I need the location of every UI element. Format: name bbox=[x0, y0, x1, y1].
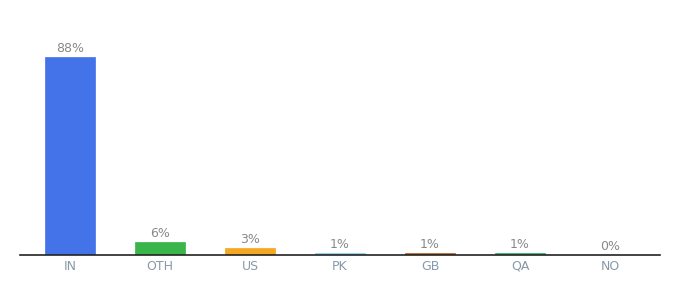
Text: 1%: 1% bbox=[510, 238, 530, 251]
Text: 1%: 1% bbox=[330, 238, 350, 251]
Text: 1%: 1% bbox=[420, 238, 440, 251]
Bar bbox=[495, 253, 545, 255]
Bar bbox=[316, 253, 364, 255]
Bar bbox=[405, 253, 455, 255]
Bar bbox=[225, 248, 275, 255]
Text: 0%: 0% bbox=[600, 240, 620, 253]
Bar bbox=[135, 242, 185, 255]
Text: 3%: 3% bbox=[240, 233, 260, 247]
Text: 88%: 88% bbox=[56, 42, 84, 55]
Text: 6%: 6% bbox=[150, 227, 170, 240]
Bar bbox=[45, 57, 95, 255]
